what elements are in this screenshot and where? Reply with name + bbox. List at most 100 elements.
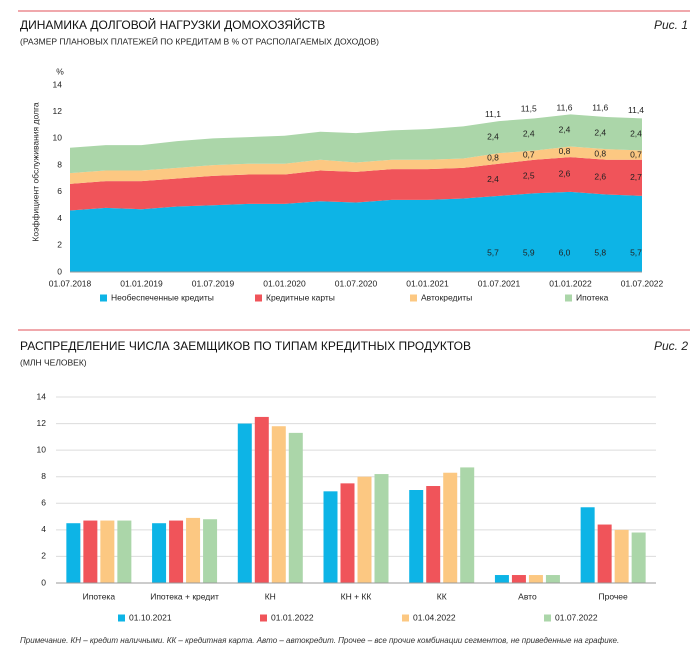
- chart1-title: ДИНАМИКА ДОЛГОВОЙ НАГРУЗКИ ДОМОХОЗЯЙСТВ: [20, 17, 325, 32]
- data-label: 0,7: [523, 149, 535, 159]
- bar: [426, 486, 441, 583]
- y-tick-label: 8: [57, 159, 62, 169]
- y-unit: %: [56, 66, 64, 76]
- bar: [100, 520, 115, 583]
- total-label: 11,1: [485, 109, 501, 119]
- data-label: 0,8: [487, 153, 499, 163]
- y-tick-label: 0: [57, 266, 62, 276]
- data-label: 2,4: [487, 174, 499, 184]
- legend-swatch: [255, 294, 262, 302]
- y-tick-label: 10: [53, 133, 63, 143]
- bar: [357, 476, 372, 583]
- total-label: 11,6: [557, 102, 573, 112]
- data-label: 2,4: [487, 131, 499, 141]
- bar: [254, 416, 269, 583]
- legend-swatch: [402, 614, 409, 622]
- y-tick-label: 14: [53, 79, 63, 89]
- note: Примечание. КН – кредит наличными. КК – …: [20, 636, 619, 645]
- x-tick-label: 01.01.2021: [406, 278, 449, 288]
- bar: [271, 426, 286, 583]
- x-tick-label: КН + КК: [341, 591, 372, 601]
- data-label: 0,7: [630, 149, 642, 159]
- data-label: 5,7: [487, 248, 499, 258]
- y-tick-label: 4: [41, 524, 46, 534]
- data-label: 2,5: [523, 171, 535, 181]
- bar: [323, 491, 338, 583]
- data-label: 2,4: [559, 125, 571, 135]
- chart2-subtitle: (МЛН ЧЕЛОВЕК): [20, 357, 87, 367]
- x-tick-label: Авто: [518, 591, 537, 601]
- x-tick-label: 01.07.2021: [478, 278, 521, 288]
- total-label: 11,6: [592, 102, 608, 112]
- data-label: 5,8: [594, 248, 606, 258]
- data-label: 6,0: [559, 248, 571, 258]
- bar: [494, 575, 509, 583]
- bar: [443, 472, 458, 583]
- legend-label: 01.07.2022: [555, 612, 598, 622]
- data-label: 2,4: [594, 127, 606, 137]
- bar: [580, 507, 595, 583]
- bar: [631, 532, 646, 583]
- bar: [66, 523, 81, 583]
- bar: [152, 523, 167, 583]
- data-label: 0,8: [594, 149, 606, 159]
- legend-swatch: [410, 294, 417, 302]
- data-label: 0,8: [559, 146, 571, 156]
- legend-label: Необеспеченные кредиты: [111, 292, 214, 302]
- x-tick-label: 01.01.2020: [263, 278, 306, 288]
- data-label: 2,7: [630, 172, 642, 182]
- x-tick-label: 01.01.2022: [549, 278, 592, 288]
- x-tick-label: Прочее: [599, 591, 629, 601]
- legend-label: Ипотека: [576, 292, 609, 302]
- total-label: 11,5: [521, 104, 537, 114]
- bar: [117, 520, 132, 583]
- x-tick-label: КК: [437, 591, 447, 601]
- x-tick-label: 01.07.2018: [49, 278, 92, 288]
- legend-label: 01.10.2021: [129, 612, 172, 622]
- bar: [288, 432, 303, 583]
- bar: [545, 575, 560, 583]
- legend-label: Кредитные карты: [266, 292, 335, 302]
- chart1-figure-label: Рис. 1: [654, 18, 688, 32]
- bar: [169, 520, 184, 583]
- y-tick-label: 2: [41, 551, 46, 561]
- bar: [409, 490, 424, 583]
- x-tick-label: Ипотека + кредит: [150, 591, 219, 601]
- total-label: 11,4: [628, 105, 644, 115]
- area: [70, 191, 642, 272]
- legend-swatch: [118, 614, 125, 622]
- bar: [83, 520, 98, 583]
- area: [70, 114, 642, 174]
- data-label: 2,4: [630, 129, 642, 139]
- x-tick-label: Ипотека: [83, 591, 116, 601]
- y-tick-label: 6: [57, 186, 62, 196]
- bar: [374, 474, 389, 583]
- y-axis-label: Коэффициент обслуживания долга: [30, 102, 40, 241]
- bar: [237, 423, 252, 583]
- legend-swatch: [544, 614, 551, 622]
- x-tick-label: 01.07.2020: [335, 278, 378, 288]
- y-tick-label: 0: [41, 577, 46, 587]
- y-tick-label: 2: [57, 240, 62, 250]
- data-label: 2,6: [594, 171, 606, 181]
- data-label: 2,4: [523, 129, 535, 139]
- data-label: 5,7: [630, 248, 642, 258]
- legend-label: Автокредиты: [421, 292, 472, 302]
- legend-label: 01.04.2022: [413, 612, 456, 622]
- y-tick-label: 6: [41, 498, 46, 508]
- y-tick-label: 10: [37, 444, 47, 454]
- y-tick-label: 12: [37, 418, 47, 428]
- x-tick-label: 01.07.2019: [192, 278, 235, 288]
- bar: [203, 519, 218, 583]
- bar: [460, 467, 475, 583]
- legend-label: 01.01.2022: [271, 612, 314, 622]
- chart1-subtitle: (РАЗМЕР ПЛАНОВЫХ ПЛАТЕЖЕЙ ПО КРЕДИТАМ В …: [20, 35, 379, 46]
- y-tick-label: 14: [37, 391, 47, 401]
- y-tick-label: 8: [41, 471, 46, 481]
- chart2-title: РАСПРЕДЕЛЕНИЕ ЧИСЛА ЗАЕМЩИКОВ ПО ТИПАМ К…: [20, 339, 471, 353]
- legend-swatch: [565, 294, 572, 302]
- bar: [528, 575, 543, 583]
- data-label: 2,6: [559, 169, 571, 179]
- bar: [186, 517, 201, 583]
- bar: [597, 524, 612, 583]
